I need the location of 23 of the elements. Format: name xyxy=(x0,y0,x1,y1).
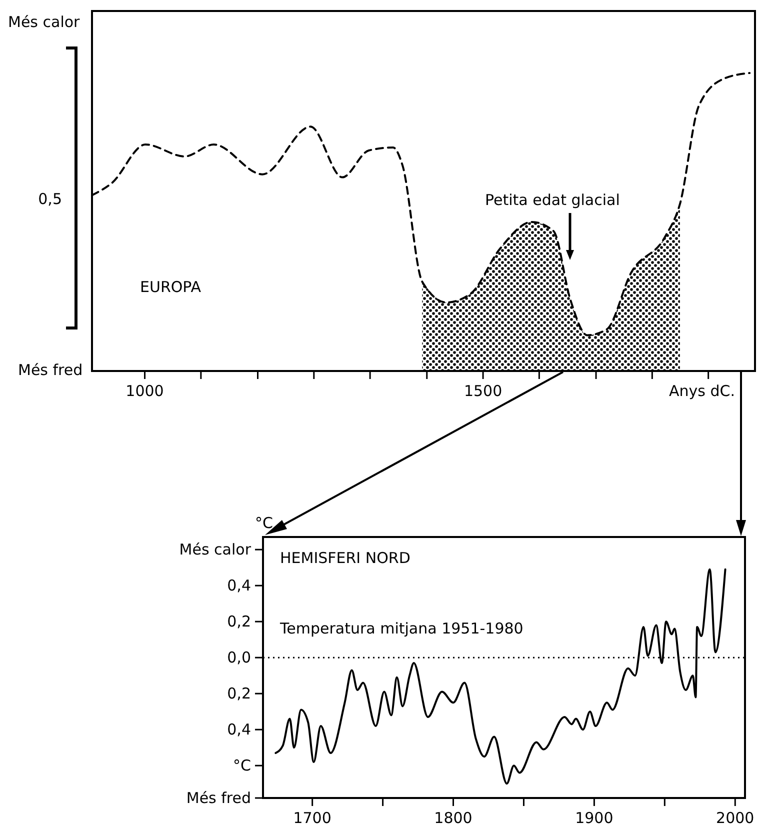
text: Més calor xyxy=(8,13,81,31)
y-tick-label: 0,4 xyxy=(227,576,251,595)
x-tick-label: 1000 xyxy=(126,382,164,400)
y-tick-label: 0,0 xyxy=(227,648,251,667)
x-tick-label: 1800 xyxy=(434,809,472,827)
y-tick-label: Més calor xyxy=(179,540,252,559)
x-tick-label: 1700 xyxy=(293,809,332,827)
ref-line-label: Temperatura mitjana 1951-1980 xyxy=(279,620,524,638)
annotation: Petita edat glacial xyxy=(485,191,620,209)
annotation: EUROPA xyxy=(140,278,202,296)
y-tick-label: Més fred xyxy=(186,789,251,807)
y-tick-label: 0,4 xyxy=(227,720,251,739)
x-axis-title: Anys dC. xyxy=(669,382,735,400)
x-tick-label: 1900 xyxy=(575,809,614,827)
y-tick-label: °C xyxy=(233,756,251,775)
annotation: HEMISFERI NORD xyxy=(280,549,410,567)
y-tick-label: 0,2 xyxy=(227,684,251,703)
y-axis-title: °C xyxy=(255,514,273,532)
y-tick-label: 0,2 xyxy=(227,612,251,631)
x-tick-label: 2000 xyxy=(716,809,754,827)
x-tick-label: 1500 xyxy=(464,382,502,400)
text: 0,5 xyxy=(38,190,62,208)
text: Més fred xyxy=(18,361,83,379)
